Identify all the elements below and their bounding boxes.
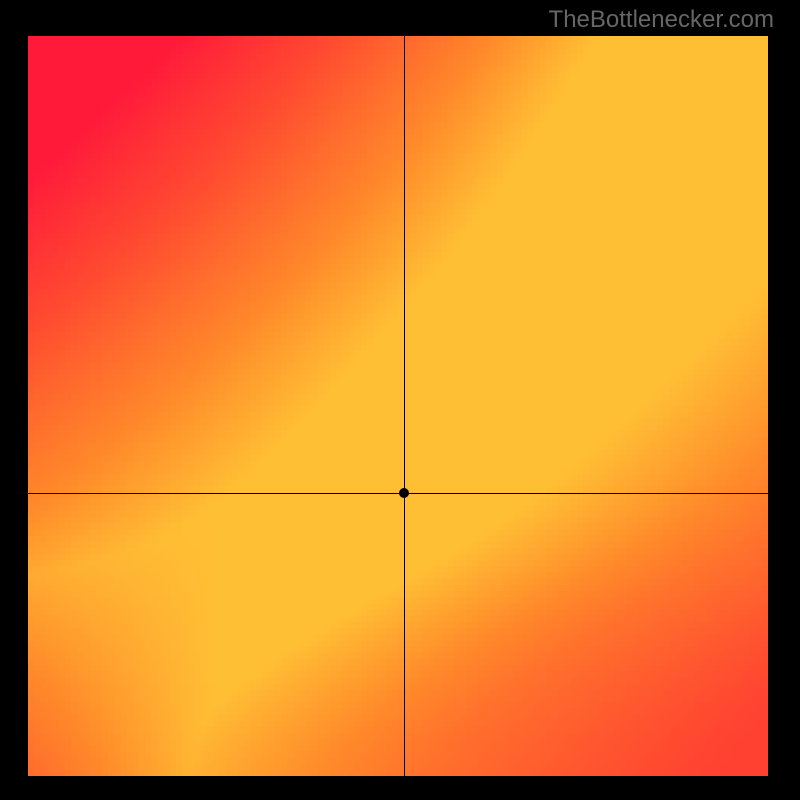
- crosshair-vertical: [404, 36, 405, 776]
- crosshair-horizontal: [28, 493, 768, 494]
- watermark-label: TheBottlenecker.com: [549, 6, 774, 34]
- bottleneck-heatmap: [28, 36, 768, 776]
- chart-stage: { "watermark": { "text": "TheBottlenecke…: [0, 0, 800, 800]
